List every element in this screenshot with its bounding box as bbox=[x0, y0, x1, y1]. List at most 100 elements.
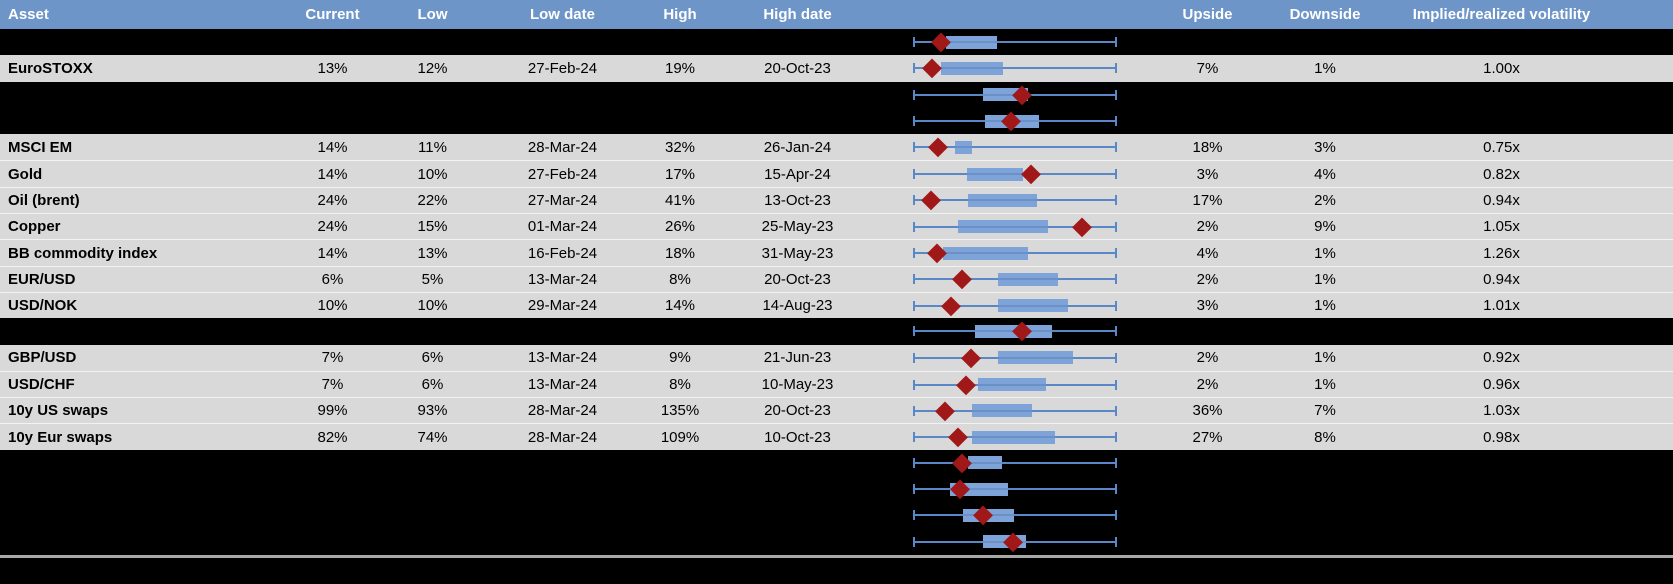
cell-asset[interactable]: 10y Eur swaps bbox=[8, 428, 113, 446]
header-cell-low[interactable]: Low bbox=[417, 6, 448, 23]
cell-high_date[interactable]: 26-Jan-24 bbox=[763, 138, 832, 156]
cell-low[interactable]: 6% bbox=[421, 376, 444, 393]
cell-upside[interactable]: 2% bbox=[1196, 376, 1219, 393]
cell-downside[interactable]: 1% bbox=[1314, 297, 1336, 315]
cell-current[interactable]: 14% bbox=[317, 138, 348, 156]
cell-high[interactable]: 109% bbox=[660, 428, 700, 446]
cell-asset[interactable]: 10y US swaps bbox=[8, 402, 109, 420]
cell-downside[interactable]: 7% bbox=[1314, 402, 1336, 420]
cell-high_date[interactable]: 31-May-23 bbox=[761, 244, 834, 262]
cell-high_date[interactable]: 25-May-23 bbox=[761, 218, 834, 236]
cell-low[interactable]: 10% bbox=[417, 165, 448, 183]
cell-current[interactable]: 24% bbox=[317, 218, 348, 236]
cell-high[interactable]: 26% bbox=[664, 218, 696, 236]
cell-upside[interactable]: 4% bbox=[1196, 244, 1219, 262]
cell-downside[interactable]: 2% bbox=[1314, 191, 1336, 209]
cell-current[interactable]: 82% bbox=[317, 428, 348, 446]
cell-implied[interactable]: 0.82x bbox=[1483, 165, 1520, 183]
cell-asset[interactable]: MSCI EM bbox=[8, 138, 73, 156]
cell-upside[interactable]: 27% bbox=[1192, 428, 1223, 446]
cell-downside[interactable]: 1% bbox=[1314, 349, 1336, 367]
cell-downside[interactable]: 1% bbox=[1314, 270, 1336, 288]
cell-upside[interactable]: 2% bbox=[1196, 349, 1219, 367]
cell-current[interactable]: 24% bbox=[317, 191, 348, 209]
cell-current[interactable]: 6% bbox=[321, 270, 344, 288]
cell-high[interactable]: 17% bbox=[664, 165, 696, 183]
cell-upside[interactable]: 2% bbox=[1196, 218, 1219, 236]
cell-downside[interactable]: 9% bbox=[1314, 218, 1336, 236]
cell-low[interactable]: 93% bbox=[417, 402, 448, 420]
cell-low[interactable]: 11% bbox=[418, 138, 447, 156]
cell-upside[interactable]: 36% bbox=[1192, 402, 1223, 420]
cell-asset[interactable]: Copper bbox=[8, 218, 61, 236]
cell-implied[interactable]: 0.94x bbox=[1483, 270, 1520, 288]
cell-high[interactable]: 8% bbox=[669, 270, 691, 288]
cell-implied[interactable]: 1.26x bbox=[1483, 244, 1520, 262]
cell-high_date[interactable]: 13-Oct-23 bbox=[764, 191, 831, 209]
cell-asset[interactable]: Gold bbox=[8, 165, 43, 183]
cell-high[interactable]: 41% bbox=[664, 191, 696, 209]
header-cell-upside[interactable]: Upside bbox=[1182, 6, 1233, 23]
cell-upside[interactable]: 2% bbox=[1196, 270, 1219, 288]
cell-asset[interactable]: Oil (brent) bbox=[8, 191, 80, 209]
cell-asset[interactable]: USD/CHF bbox=[8, 376, 75, 393]
cell-implied[interactable]: 0.75x bbox=[1483, 138, 1520, 156]
cell-downside[interactable]: 1% bbox=[1314, 376, 1336, 393]
cell-implied[interactable]: 0.94x bbox=[1483, 191, 1520, 209]
cell-low[interactable]: 12% bbox=[417, 59, 448, 77]
cell-implied[interactable]: 0.96x bbox=[1483, 376, 1520, 393]
cell-upside[interactable]: 17% bbox=[1192, 191, 1223, 209]
cell-low[interactable]: 10% bbox=[417, 297, 448, 315]
cell-high_date[interactable]: 14-Aug-23 bbox=[762, 297, 833, 315]
cell-asset[interactable]: BB commodity index bbox=[8, 244, 158, 262]
cell-downside[interactable]: 4% bbox=[1314, 165, 1336, 183]
cell-low_date[interactable]: 16-Feb-24 bbox=[527, 244, 598, 262]
cell-implied[interactable]: 1.01x bbox=[1483, 297, 1520, 315]
cell-low_date[interactable]: 13-Mar-24 bbox=[527, 349, 598, 367]
cell-current[interactable]: 13% bbox=[317, 59, 348, 77]
cell-asset[interactable]: USD/NOK bbox=[8, 297, 78, 315]
header-cell-current[interactable]: Current bbox=[305, 6, 360, 23]
cell-current[interactable]: 99% bbox=[317, 402, 348, 420]
cell-low_date[interactable]: 13-Mar-24 bbox=[527, 270, 598, 288]
cell-implied[interactable]: 0.98x bbox=[1483, 428, 1520, 446]
cell-current[interactable]: 14% bbox=[317, 244, 348, 262]
cell-asset[interactable]: GBP/USD bbox=[8, 349, 77, 367]
cell-high_date[interactable]: 20-Oct-23 bbox=[764, 402, 831, 420]
cell-low_date[interactable]: 28-Mar-24 bbox=[527, 428, 598, 446]
cell-low_date[interactable]: 27-Mar-24 bbox=[527, 191, 598, 209]
cell-high[interactable]: 9% bbox=[669, 349, 691, 367]
cell-high[interactable]: 32% bbox=[664, 138, 696, 156]
cell-high[interactable]: 14% bbox=[664, 297, 696, 315]
cell-asset[interactable]: EUR/USD bbox=[8, 270, 76, 288]
header-cell-implied[interactable]: Implied/realized volatility bbox=[1412, 6, 1591, 23]
cell-implied[interactable]: 1.03x bbox=[1483, 402, 1520, 420]
cell-low[interactable]: 6% bbox=[421, 349, 444, 367]
cell-current[interactable]: 14% bbox=[317, 165, 348, 183]
cell-low_date[interactable]: 13-Mar-24 bbox=[527, 376, 598, 393]
header-cell-low_date[interactable]: Low date bbox=[529, 6, 595, 23]
cell-downside[interactable]: 3% bbox=[1314, 138, 1336, 156]
cell-high_date[interactable]: 10-May-23 bbox=[761, 376, 834, 393]
cell-low_date[interactable]: 27-Feb-24 bbox=[527, 165, 598, 183]
cell-low_date[interactable]: 27-Feb-24 bbox=[527, 59, 598, 77]
cell-low[interactable]: 13% bbox=[417, 244, 448, 262]
cell-asset[interactable]: EuroSTOXX bbox=[8, 59, 93, 77]
cell-upside[interactable]: 18% bbox=[1192, 138, 1223, 156]
cell-downside[interactable]: 8% bbox=[1314, 428, 1336, 446]
cell-current[interactable]: 7% bbox=[321, 376, 344, 393]
cell-high_date[interactable]: 20-Oct-23 bbox=[764, 270, 831, 288]
cell-high_date[interactable]: 21-Jun-23 bbox=[763, 349, 832, 367]
cell-downside[interactable]: 1% bbox=[1314, 244, 1336, 262]
cell-low[interactable]: 74% bbox=[417, 428, 448, 446]
cell-implied[interactable]: 1.05x bbox=[1483, 218, 1520, 236]
cell-upside[interactable]: 3% bbox=[1196, 165, 1219, 183]
header-cell-downside[interactable]: Downside bbox=[1289, 6, 1361, 23]
cell-high[interactable]: 19% bbox=[664, 59, 696, 77]
cell-implied[interactable]: 0.92x bbox=[1483, 349, 1520, 367]
cell-high_date[interactable]: 15-Apr-24 bbox=[764, 165, 831, 183]
cell-current[interactable]: 10% bbox=[317, 297, 348, 315]
cell-current[interactable]: 7% bbox=[321, 349, 344, 367]
cell-high[interactable]: 135% bbox=[660, 402, 700, 420]
cell-low_date[interactable]: 29-Mar-24 bbox=[527, 297, 598, 315]
